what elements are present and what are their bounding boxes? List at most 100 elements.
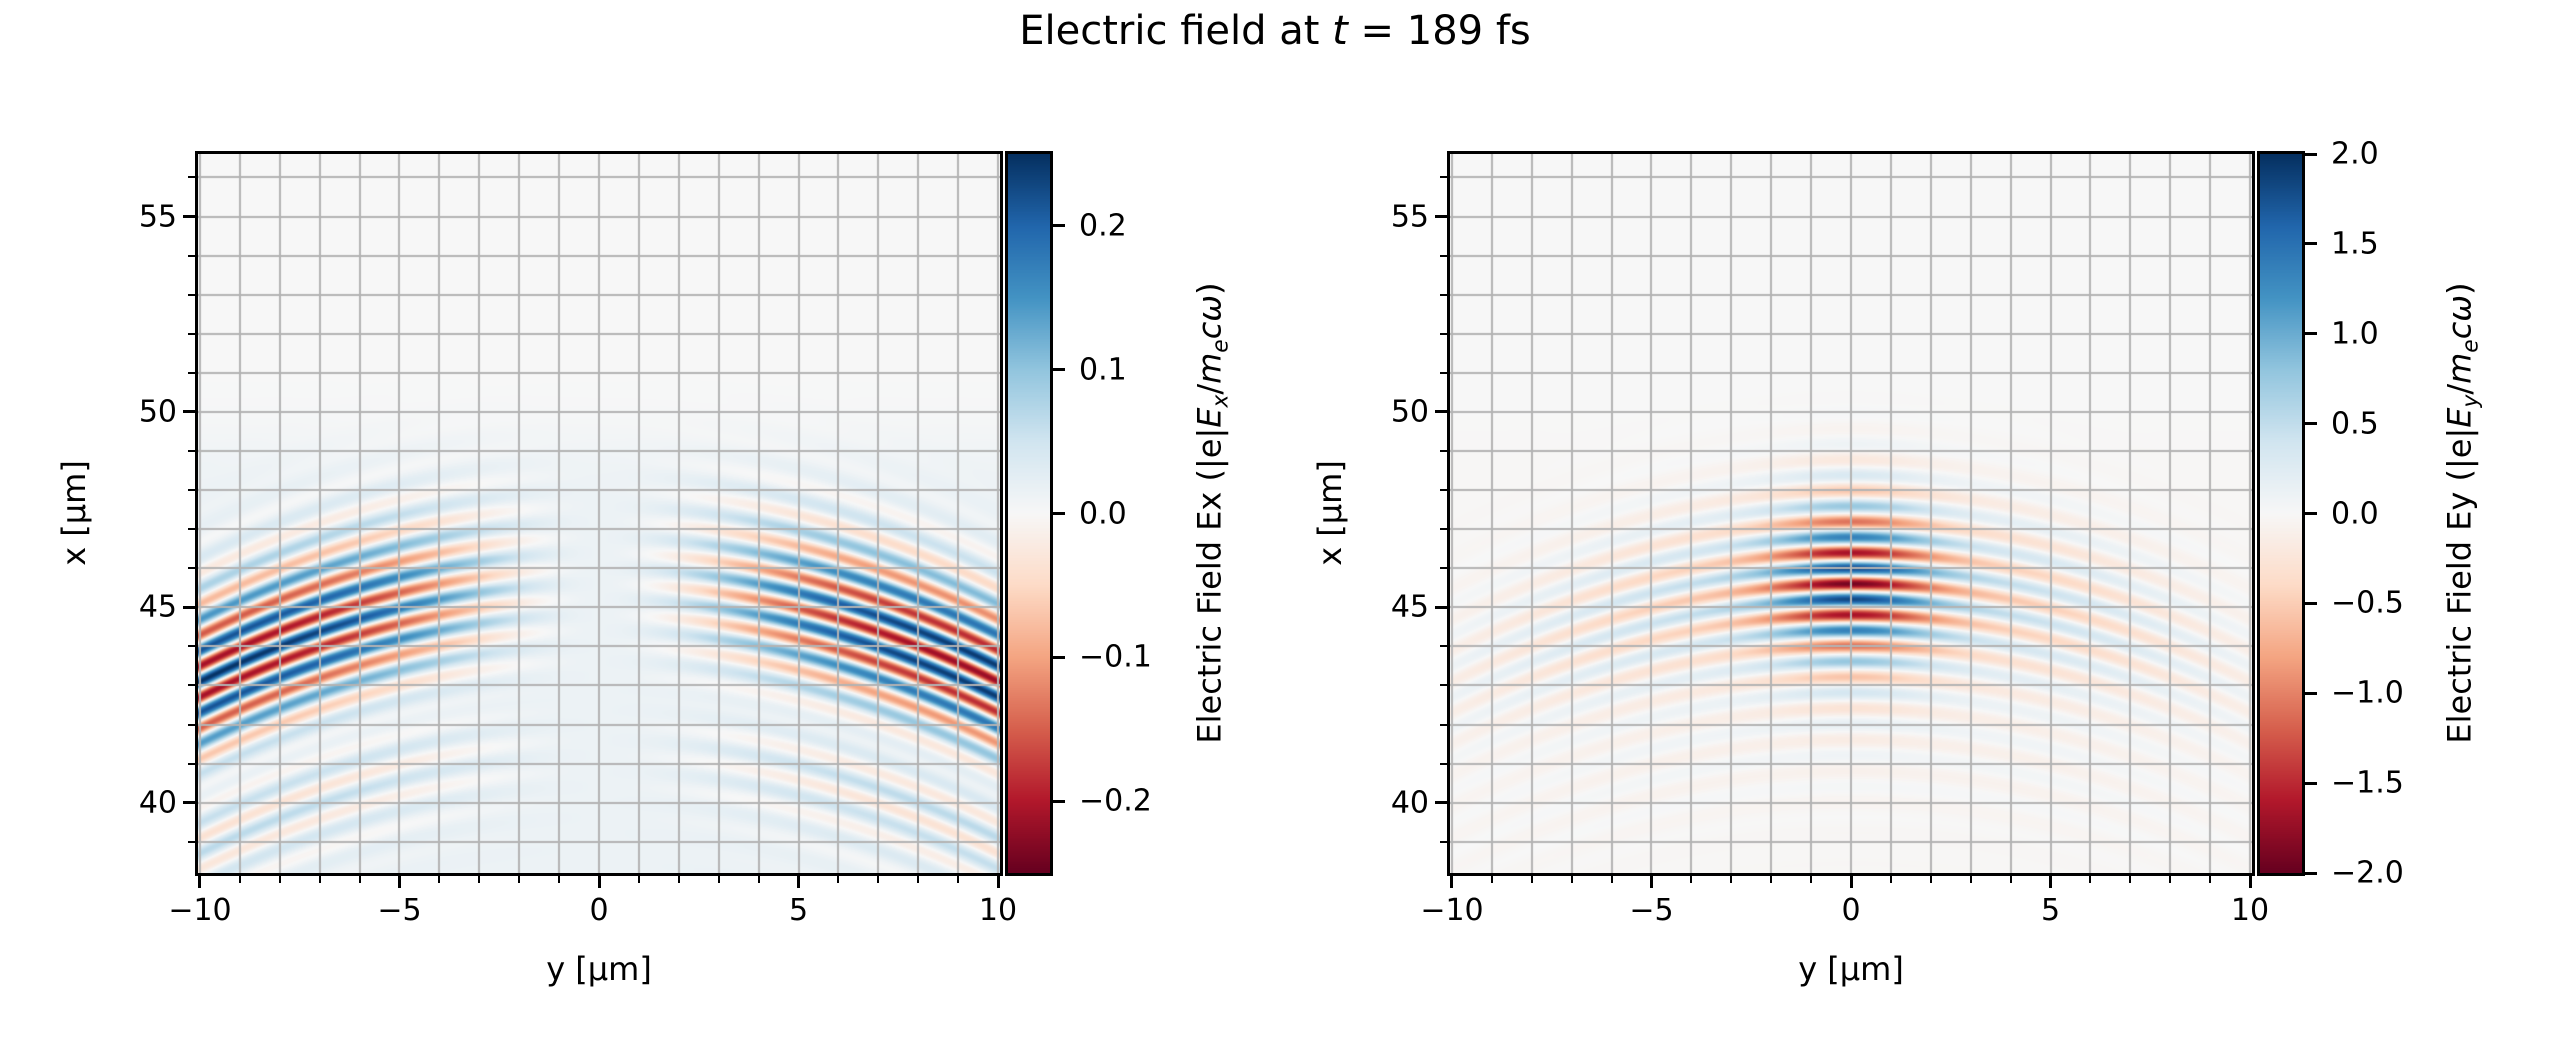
ey-heatmap-canvas [1450,154,2252,873]
ey-y-minor-tick [1440,176,1447,179]
ey-yaxis-label: x [µm] [1311,460,1349,566]
ex-colorbar-label-part: Electric Field Ex (|e| [1190,427,1229,744]
ex-colorbar-tick-label: 0.1 [1079,352,1127,388]
ex-colorbar-label-part: ω [1190,294,1229,322]
ex-colorbar-tick-label: −0.1 [1079,639,1152,675]
ey-y-minor-tick [1440,489,1447,492]
ex-y-minor-tick [188,332,195,335]
ex-colorbar [1005,151,1053,876]
ey-x-tick-label: −5 [1629,893,1674,928]
ey-y-minor-tick [1440,332,1447,335]
ey-x-minor-tick [2089,876,2092,883]
ex-x-tick-label: −5 [377,893,422,928]
ey-x-major-tick [2049,876,2052,888]
ex-x-minor-tick [717,876,720,883]
ex-colorbar-tick-label: −0.2 [1079,783,1152,819]
ex-colorbar-tick [1053,224,1065,228]
ey-y-major-tick [1435,215,1447,219]
ey-colorbar-label-part: m [2440,352,2479,384]
ex-x-tick-label: −10 [168,893,232,928]
ex-colorbar-label-part: / [1190,383,1229,395]
ey-colorbar-tick [2305,422,2317,426]
ey-x-minor-tick [1490,876,1493,883]
ey-xaxis-label: y [µm] [1798,950,1904,988]
ey-colorbar-tick-label: 2.0 [2331,136,2379,172]
ey-y-minor-tick [1440,684,1447,687]
ey-x-tick-label: 0 [1841,893,1861,928]
ex-y-minor-tick [188,528,195,531]
ey-colorbar-tick-label: −2.0 [2331,855,2404,891]
ex-x-minor-tick [438,876,441,883]
ex-colorbar-tick [1053,799,1065,803]
ex-x-minor-tick [278,876,281,883]
ey-colorbar-tick [2305,601,2317,605]
ey-y-tick-label: 45 [1390,589,1429,625]
ey-colorbar-tick-label: 1.0 [2331,316,2379,352]
ey-y-major-tick [1435,605,1447,609]
ex-y-minor-tick [188,489,195,492]
ey-colorbar-tick [2305,691,2317,695]
ex-x-minor-tick [877,876,880,883]
ex-y-tick-label: 50 [138,394,177,430]
ey-y-minor-tick [1440,371,1447,374]
ex-x-major-tick [797,876,800,888]
ex-x-minor-tick [957,876,960,883]
ey-x-minor-tick [1570,876,1573,883]
ey-colorbar-tick-label: −1.5 [2331,765,2404,801]
ey-colorbar [2257,151,2305,876]
ex-colorbar-tick [1053,512,1065,515]
ex-x-minor-tick [238,876,241,883]
ey-x-minor-tick [1730,876,1733,883]
ey-colorbar-tick-label: 1.5 [2331,226,2379,262]
ex-x-minor-tick [558,876,561,883]
ey-colorbar-tick [2305,242,2317,246]
ex-x-minor-tick [837,876,840,883]
ex-y-tick-label: 45 [138,589,177,625]
ex-y-minor-tick [188,567,195,570]
ey-x-major-tick [2248,876,2252,888]
ex-y-minor-tick [188,254,195,257]
ey-y-major-tick [1435,410,1447,414]
ex-y-minor-tick [188,176,195,179]
ey-colorbar-tick [2305,871,2317,875]
ex-x-minor-tick [757,876,760,883]
ey-x-major-tick [1849,876,1853,888]
ex-y-tick-label: 55 [138,199,177,235]
ey-x-tick-label: 10 [2230,893,2270,928]
ex-colorbar-tick-label: 0.0 [1079,496,1127,531]
ey-y-major-tick [1435,801,1447,805]
ey-colorbar-label-part: ) [2440,282,2479,295]
ey-colorbar-tick [2305,332,2317,336]
ey-y-minor-tick [1440,567,1447,570]
ey-x-major-tick [1450,876,1454,888]
ey-y-tick-label: 50 [1390,394,1429,430]
ey-colorbar-tick-label: −1.0 [2331,675,2404,711]
ey-colorbar-label-part: ω [2440,294,2479,322]
ex-colorbar-canvas [1008,154,1050,873]
ex-colorbar-label-part: c [1190,321,1229,340]
ex-colorbar-tick [1053,368,1065,372]
ey-y-minor-tick [1440,645,1447,648]
ey-x-tick-label: −10 [1420,893,1484,928]
ex-y-major-tick [183,801,195,805]
ex-x-major-tick [996,876,1000,888]
ey-y-minor-tick [1440,762,1447,765]
figure-title-part: t [1332,8,1348,54]
ex-y-minor-tick [188,449,195,452]
ey-y-minor-tick [1440,840,1447,843]
ex-colorbar-label-part: x [1208,394,1234,408]
ex-colorbar-label: Electric Field Ex (|e|Ex/mecω) [1190,282,1233,743]
ey-x-minor-tick [1690,876,1693,883]
ex-y-minor-tick [188,645,195,648]
ey-x-minor-tick [2169,876,2172,883]
ey-axes [1447,151,2255,876]
ex-x-minor-tick [358,876,361,883]
ex-y-minor-tick [188,684,195,687]
ex-y-major-tick [183,605,195,609]
ey-colorbar-tick-label: 0.5 [2331,406,2379,442]
ey-y-minor-tick [1440,449,1447,452]
ey-x-major-tick [1649,876,1653,888]
ey-x-tick-label: 5 [2040,893,2061,928]
ey-colorbar-label: Electric Field Ey (|e|Ey/mecω) [2440,282,2483,743]
ey-x-minor-tick [1889,876,1892,883]
